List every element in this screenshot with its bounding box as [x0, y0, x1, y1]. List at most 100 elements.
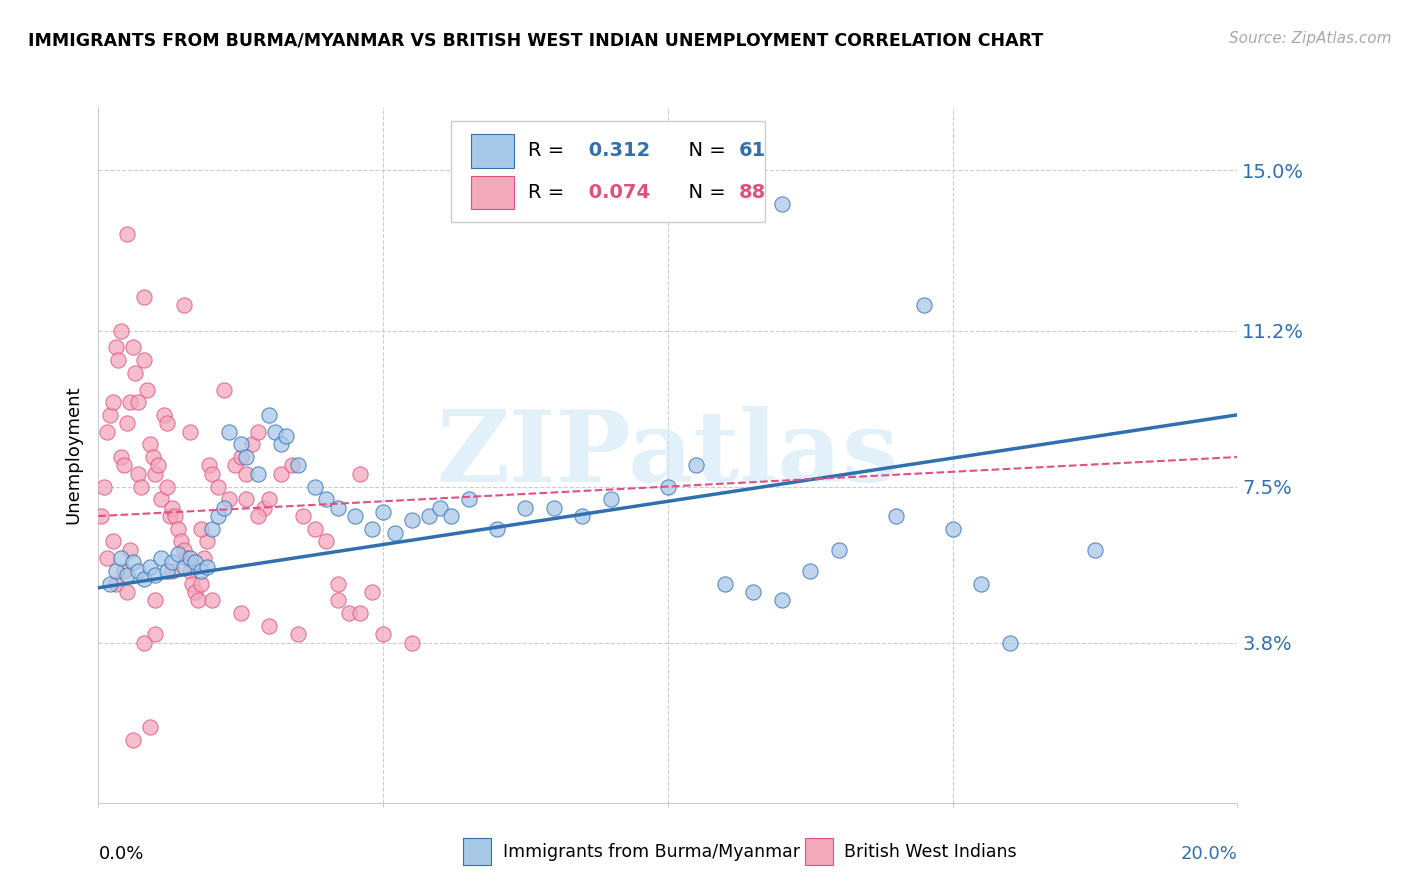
Point	[104, 576, 127, 591]
Point	[190, 564, 212, 578]
Point	[543, 500, 565, 515]
Point	[212, 500, 235, 515]
Point	[145, 593, 167, 607]
Point	[159, 509, 181, 524]
Point	[121, 556, 143, 570]
Point	[101, 534, 124, 549]
Point	[115, 417, 138, 431]
Point	[162, 556, 184, 570]
Point	[657, 479, 679, 493]
Point	[132, 635, 155, 649]
Point	[115, 227, 138, 241]
Point	[287, 627, 309, 641]
Point	[1084, 542, 1107, 557]
Point	[207, 479, 229, 493]
Point	[156, 417, 179, 431]
Point	[371, 627, 394, 641]
Point	[121, 340, 143, 354]
Point	[235, 492, 257, 507]
Point	[135, 383, 157, 397]
Point	[270, 437, 292, 451]
Point	[349, 467, 371, 481]
Point	[246, 425, 269, 439]
Point	[150, 492, 173, 507]
Point	[371, 505, 394, 519]
Point	[173, 559, 195, 574]
Text: R =: R =	[527, 141, 571, 161]
Point	[115, 568, 138, 582]
Point	[195, 534, 218, 549]
Point	[246, 467, 269, 481]
Point	[486, 522, 509, 536]
Point	[828, 542, 851, 557]
Point	[259, 408, 281, 422]
Point	[101, 395, 124, 409]
Point	[138, 559, 160, 574]
Point	[337, 606, 360, 620]
Point	[145, 467, 167, 481]
Point	[201, 467, 224, 481]
Point	[132, 353, 155, 368]
Point	[440, 509, 463, 524]
Text: IMMIGRANTS FROM BURMA/MYANMAR VS BRITISH WEST INDIAN UNEMPLOYMENT CORRELATION CH: IMMIGRANTS FROM BURMA/MYANMAR VS BRITISH…	[28, 31, 1043, 49]
Text: 20.0%: 20.0%	[1181, 845, 1237, 863]
Point	[201, 522, 224, 536]
Point	[118, 542, 141, 557]
Point	[326, 576, 349, 591]
Point	[292, 509, 315, 524]
Point	[912, 298, 935, 312]
Point	[326, 593, 349, 607]
Point	[173, 298, 195, 312]
Point	[198, 458, 221, 473]
Point	[270, 467, 292, 481]
Point	[304, 479, 326, 493]
Text: 0.312: 0.312	[582, 141, 651, 161]
Point	[132, 572, 155, 586]
Point	[571, 509, 593, 524]
Point	[184, 585, 207, 599]
Point	[127, 395, 149, 409]
Point	[429, 500, 451, 515]
Point	[138, 720, 160, 734]
Text: ZIPatlas: ZIPatlas	[437, 407, 898, 503]
Point	[276, 429, 298, 443]
Point	[998, 635, 1021, 649]
FancyBboxPatch shape	[804, 838, 832, 865]
Text: R =: R =	[527, 183, 571, 202]
Point	[121, 732, 143, 747]
Point	[287, 458, 309, 473]
Point	[360, 585, 382, 599]
Point	[770, 197, 793, 211]
Point	[167, 547, 190, 561]
Point	[162, 500, 184, 515]
Point	[259, 618, 281, 632]
Text: 0.074: 0.074	[582, 183, 651, 202]
Point	[799, 564, 821, 578]
Point	[165, 509, 187, 524]
Text: 61: 61	[738, 141, 766, 161]
Point	[93, 479, 115, 493]
Point	[401, 635, 423, 649]
Point	[104, 340, 127, 354]
Text: British West Indians: British West Indians	[845, 843, 1017, 861]
Point	[179, 425, 201, 439]
Point	[315, 492, 337, 507]
Point	[315, 534, 337, 549]
Point	[110, 450, 132, 464]
Point	[252, 500, 274, 515]
Point	[600, 492, 623, 507]
Point	[714, 576, 737, 591]
Point	[240, 437, 263, 451]
Point	[343, 509, 366, 524]
FancyBboxPatch shape	[471, 134, 515, 168]
FancyBboxPatch shape	[463, 838, 491, 865]
Point	[401, 513, 423, 527]
Point	[118, 395, 141, 409]
Point	[153, 408, 176, 422]
Point	[229, 450, 252, 464]
Point	[195, 559, 218, 574]
Point	[349, 606, 371, 620]
Point	[98, 576, 121, 591]
Point	[170, 534, 193, 549]
Point	[259, 492, 281, 507]
